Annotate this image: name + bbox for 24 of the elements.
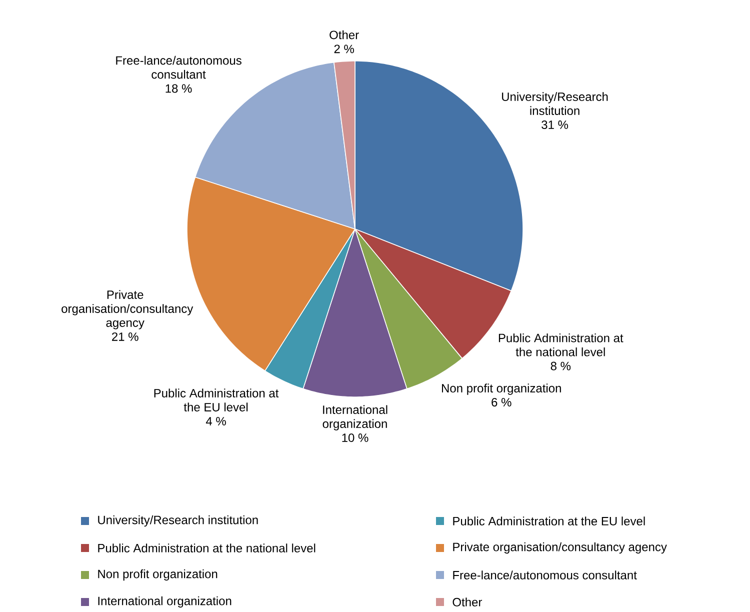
data-label: 4 % [206, 416, 226, 426]
data-label: 8 % [550, 362, 571, 370]
data-label: 18 % [166, 84, 192, 93]
slice-label: Non profit organization [442, 384, 561, 395]
slice-label: Private organisation/consultancy agency [62, 290, 194, 330]
data-label: 10 % [342, 434, 368, 442]
slice-label: International organization [322, 405, 388, 430]
slice-label: University/Research institution [502, 92, 608, 116]
slice-label: Other [330, 30, 359, 40]
legend-label: Private organisation/consultancy agency [453, 542, 667, 554]
legend-label: International organization [98, 596, 232, 608]
legend-label: Non profit organization [98, 569, 218, 581]
legend-label: University/Research institution [98, 515, 258, 527]
slice-label: Free-lance/autonomous consultant [116, 56, 242, 79]
data-label: 2 % [334, 44, 354, 54]
legend-label: Free-lance/autonomous consultant [453, 570, 637, 580]
legend-label: Public Administration at the national level [98, 544, 316, 552]
data-label: 31 % [542, 120, 568, 130]
legend-label: Public Administration at the EU level [453, 516, 645, 526]
data-label: 6 % [492, 398, 512, 406]
slice-label: Public Administration at the national level [498, 333, 624, 356]
legend-label: Other [452, 598, 482, 606]
slice-label: Public Administration at the EU level [154, 388, 279, 412]
data-label: 21 % [112, 332, 138, 341]
